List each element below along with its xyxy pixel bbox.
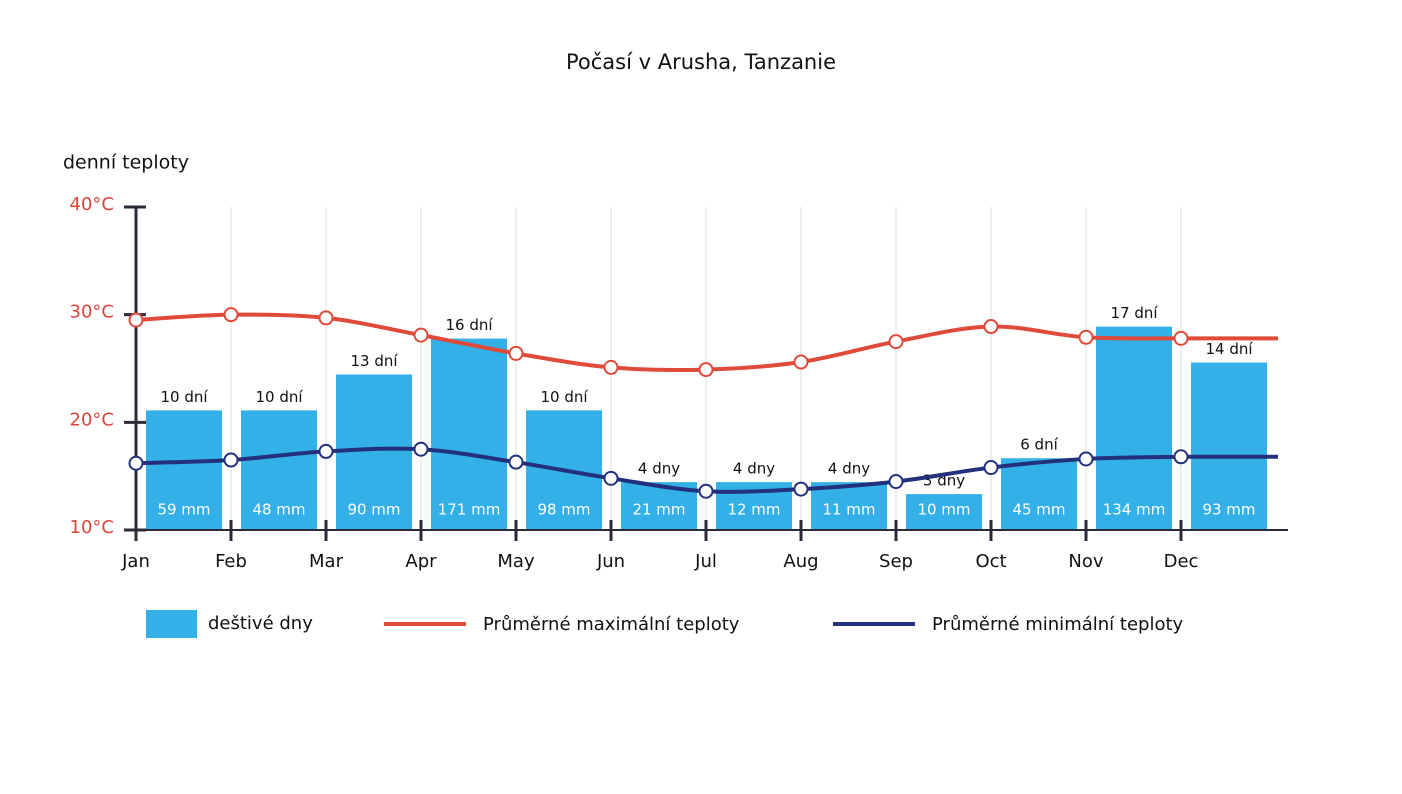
line-marker — [603, 359, 619, 375]
line-marker — [508, 454, 524, 470]
line-marker — [413, 441, 429, 457]
bar-value-label: 17 dní — [1110, 304, 1158, 322]
line-marker — [1173, 449, 1189, 465]
rain-mm-label: 171 mm — [438, 501, 501, 519]
legend-label: Průměrné minimální teploty — [932, 614, 1184, 635]
bar-value-label: 13 dní — [350, 352, 398, 370]
x-tick-label: Mar — [309, 551, 344, 572]
x-tick-label: Oct — [975, 551, 1006, 572]
bar-value-label: 10 dní — [540, 388, 588, 406]
rain-mm-label: 12 mm — [727, 501, 780, 519]
rain-mm-label: 98 mm — [537, 501, 590, 519]
line-marker — [603, 470, 619, 486]
bar-value-label: 6 dní — [1020, 436, 1058, 454]
line-marker — [793, 354, 809, 370]
line-marker — [1173, 330, 1189, 346]
line-marker — [888, 334, 904, 350]
line-marker — [508, 345, 524, 361]
legend-swatch — [146, 610, 197, 638]
line-marker — [1078, 451, 1094, 467]
x-tick-label: Aug — [783, 551, 818, 572]
y-tick-label: 30°C — [70, 302, 114, 323]
line-marker — [318, 443, 334, 459]
bar — [811, 482, 887, 530]
rain-mm-label: 48 mm — [252, 501, 305, 519]
bar-value-label: 14 dní — [1205, 340, 1253, 358]
bar — [1191, 362, 1267, 530]
x-tick-label: Feb — [215, 551, 247, 572]
bar — [336, 374, 412, 530]
legend-label: deštivé dny — [208, 613, 313, 634]
bar — [241, 410, 317, 530]
bar — [1096, 326, 1172, 530]
x-tick-label: Dec — [1164, 551, 1199, 572]
x-tick-label: Nov — [1068, 551, 1103, 572]
line-marker — [698, 362, 714, 378]
x-tick-label: May — [497, 551, 535, 572]
line-marker — [128, 455, 144, 471]
x-tick-label: Apr — [405, 551, 437, 572]
bar — [906, 494, 982, 530]
line-marker — [223, 452, 239, 468]
bar-value-label: 4 dny — [828, 460, 870, 478]
rain-mm-label: 45 mm — [1012, 501, 1065, 519]
line-marker — [223, 307, 239, 323]
y-tick-label: 20°C — [70, 409, 114, 430]
line-marker — [1078, 329, 1094, 345]
y-axis-label: denní teploty — [63, 152, 189, 174]
rain-mm-label: 11 mm — [822, 501, 875, 519]
line-marker — [983, 319, 999, 335]
x-tick-label: Jun — [596, 551, 625, 572]
line-marker — [888, 474, 904, 490]
line-marker — [983, 460, 999, 476]
bar — [146, 410, 222, 530]
line-marker — [318, 310, 334, 326]
x-tick-label: Jul — [694, 551, 717, 572]
line-marker — [128, 312, 144, 328]
line-marker — [413, 327, 429, 343]
bar — [431, 338, 507, 530]
x-tick-label: Sep — [879, 551, 913, 572]
bar-value-label: 10 dní — [160, 388, 208, 406]
line — [135, 312, 1278, 373]
rain-mm-label: 59 mm — [157, 501, 210, 519]
line-marker — [793, 481, 809, 497]
chart-title: Počasí v Arusha, Tanzanie — [566, 50, 836, 74]
rain-mm-label: 134 mm — [1103, 501, 1166, 519]
bar-value-label: 16 dní — [445, 316, 493, 334]
rain-mm-label: 21 mm — [632, 501, 685, 519]
line — [135, 446, 1278, 494]
rain-mm-label: 10 mm — [917, 501, 970, 519]
legend-label: Průměrné maximální teploty — [483, 614, 740, 635]
bar-value-label: 4 dny — [733, 460, 775, 478]
y-tick-label: 40°C — [70, 194, 114, 215]
bar-value-label: 4 dny — [638, 460, 680, 478]
bar-value-label: 10 dní — [255, 388, 303, 406]
bar — [1001, 458, 1077, 530]
y-tick-label: 10°C — [70, 517, 114, 538]
x-tick-label: Jan — [121, 551, 150, 572]
rain-mm-label: 93 mm — [1202, 501, 1255, 519]
line-marker — [698, 483, 714, 499]
rain-mm-label: 90 mm — [347, 501, 400, 519]
